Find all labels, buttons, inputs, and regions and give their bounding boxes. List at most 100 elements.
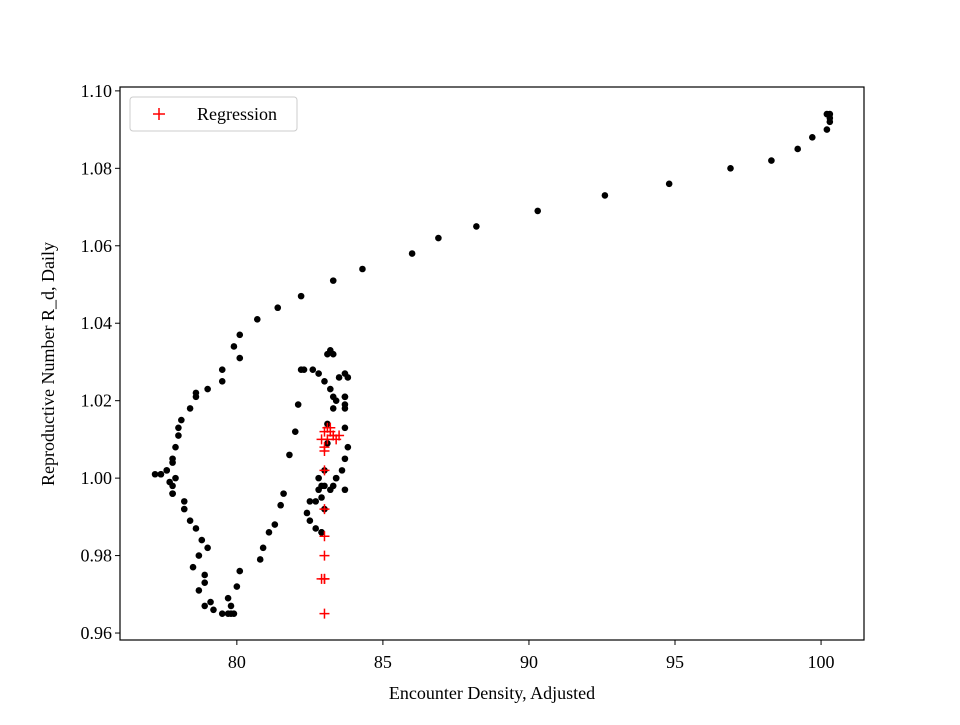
data-point (195, 587, 203, 594)
data-point (172, 474, 179, 482)
data-point (341, 486, 349, 494)
data-point (280, 490, 287, 497)
data-point (236, 567, 244, 575)
data-point (315, 474, 322, 482)
data-point (175, 424, 182, 432)
data-point (665, 180, 673, 188)
data-point (204, 385, 211, 393)
data-point (823, 126, 831, 133)
legend-label: Regression (197, 104, 277, 124)
data-point (227, 610, 235, 617)
data-point (318, 529, 325, 536)
regression-point (319, 465, 330, 476)
data-point (169, 490, 176, 497)
data-point (218, 378, 226, 385)
x-axis-label: Encounter Density, Adjusted (389, 683, 595, 703)
data-point (327, 486, 334, 494)
data-point (192, 525, 200, 532)
data-point (306, 498, 314, 505)
data-point (300, 366, 308, 373)
data-point (312, 525, 320, 532)
x-tick-label: 100 (808, 652, 835, 672)
regression-point (319, 550, 330, 561)
y-tick-label: 1.02 (81, 391, 113, 411)
data-point (186, 517, 194, 525)
data-point (324, 350, 331, 358)
data-point (318, 482, 325, 490)
data-point (277, 501, 284, 509)
data-point (473, 223, 480, 230)
data-point (201, 579, 209, 586)
data-point (180, 498, 188, 505)
regression-point (319, 608, 330, 619)
data-point (309, 366, 317, 373)
data-point (318, 494, 325, 501)
data-point (259, 544, 267, 552)
regression-point (319, 504, 330, 515)
data-point (224, 594, 232, 602)
data-point (265, 529, 273, 536)
data-point (344, 443, 352, 451)
data-point (274, 304, 282, 312)
regression-point (322, 434, 333, 445)
legend-marker (153, 108, 165, 120)
data-point (172, 443, 179, 451)
data-point (312, 498, 320, 505)
data-point (175, 432, 182, 439)
data-point (329, 405, 337, 412)
data-point (291, 428, 299, 435)
data-point (227, 602, 235, 610)
data-point (768, 157, 775, 164)
y-tick-label: 1.06 (81, 236, 113, 256)
y-tick-label: 0.98 (81, 546, 113, 566)
data-point (341, 393, 349, 401)
data-point (321, 378, 328, 385)
y-tick-label: 1.00 (81, 468, 113, 488)
data-point (303, 509, 311, 517)
plot-frame (119, 86, 865, 641)
data-point (297, 292, 305, 300)
data-point (163, 467, 171, 474)
data-point (186, 405, 194, 412)
regression-point (319, 573, 330, 584)
y-tick-label: 1.08 (81, 158, 113, 178)
y-tick-label: 1.10 (81, 81, 113, 101)
data-point (341, 455, 349, 463)
regression-point (319, 442, 330, 453)
data-point (157, 470, 165, 478)
data-point (315, 370, 322, 377)
data-point (341, 424, 349, 432)
x-tick-label: 95 (666, 652, 684, 672)
y-tick-label: 0.96 (81, 623, 113, 643)
data-point (169, 459, 176, 466)
data-point (794, 145, 801, 153)
data-point (180, 505, 188, 513)
legend-box (129, 96, 298, 132)
data-point (178, 416, 185, 424)
data-point (236, 354, 244, 362)
data-point (341, 405, 349, 412)
data-point (534, 207, 542, 215)
y-axis-label: Reproductive Number R_d, Daily (38, 242, 58, 486)
data-point (435, 234, 442, 242)
x-tick-label: 80 (228, 652, 246, 672)
data-point (207, 598, 214, 606)
data-point (329, 393, 337, 401)
data-point (271, 521, 279, 528)
data-point (727, 165, 734, 172)
data-point (233, 583, 241, 590)
data-point (826, 118, 834, 126)
data-point (210, 606, 217, 614)
data-point (195, 552, 203, 559)
data-point (808, 134, 816, 141)
y-tick-label: 1.04 (81, 313, 113, 333)
regression-point (328, 430, 339, 441)
data-point (151, 470, 159, 478)
data-point (204, 544, 211, 552)
data-point (218, 610, 226, 617)
data-point (601, 192, 609, 199)
data-point (236, 331, 244, 339)
data-point (230, 343, 238, 350)
data-point (329, 277, 337, 284)
data-point (332, 474, 340, 482)
